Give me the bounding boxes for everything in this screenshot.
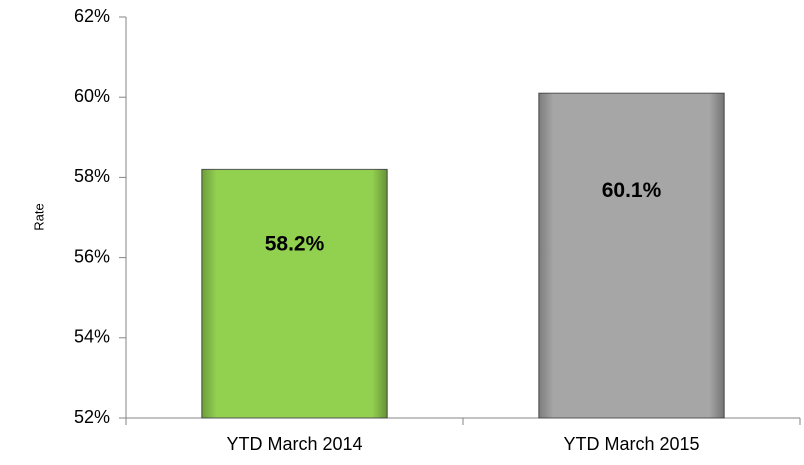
y-tick-label: 58% bbox=[74, 166, 110, 186]
y-axis-label: Rate bbox=[31, 203, 46, 230]
x-tick-label: YTD March 2014 bbox=[226, 434, 362, 454]
x-tick-label: YTD March 2015 bbox=[563, 434, 699, 454]
y-tick-label: 54% bbox=[74, 327, 110, 347]
value-label: 58.2% bbox=[265, 232, 325, 255]
bar-shade bbox=[538, 93, 725, 418]
y-tick-label: 60% bbox=[74, 86, 110, 106]
y-tick-label: 56% bbox=[74, 246, 110, 266]
bar-shade bbox=[201, 169, 388, 418]
y-tick-label: 52% bbox=[74, 407, 110, 427]
value-label: 60.1% bbox=[602, 179, 662, 202]
y-tick-label: 62% bbox=[74, 6, 110, 26]
